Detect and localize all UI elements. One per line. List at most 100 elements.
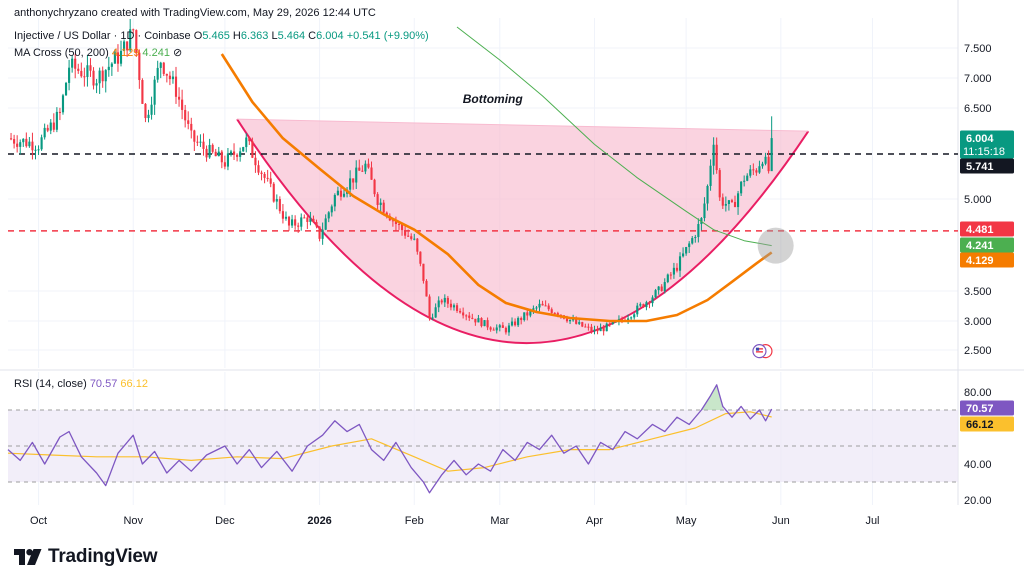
ma200-line <box>456 26 772 247</box>
candle-body <box>425 280 428 297</box>
time-tick-label: Oct <box>30 515 47 527</box>
candle-body <box>68 67 71 83</box>
candle-body <box>749 169 752 176</box>
candle-body <box>144 103 147 119</box>
candle-body <box>480 318 483 327</box>
candle-body <box>718 170 721 198</box>
candle-body <box>184 109 187 121</box>
time-tick-label: Jun <box>772 515 790 527</box>
candle-body <box>709 165 712 186</box>
time-tick-label: Mar <box>490 515 509 527</box>
price-badge-level-1-bg <box>960 158 1014 174</box>
candle-body <box>724 204 727 206</box>
annotation-bottoming: Bottoming <box>463 92 524 106</box>
candle-body <box>706 185 709 204</box>
candle-body <box>669 274 672 276</box>
candle-body <box>22 138 25 143</box>
candle-body <box>498 325 501 328</box>
candle-body <box>153 79 156 105</box>
candle-body <box>327 212 330 219</box>
candle-body <box>535 307 538 309</box>
candle-body <box>132 29 135 31</box>
candle-body <box>174 76 178 97</box>
candle-body <box>287 216 291 226</box>
candle-body <box>712 144 715 166</box>
candle-body <box>217 151 220 157</box>
candle-body <box>446 297 449 304</box>
candle-body <box>544 305 547 307</box>
candle-body <box>309 218 312 222</box>
candle-body <box>593 329 596 332</box>
candle-body <box>462 312 465 316</box>
candle-body <box>43 127 46 138</box>
candle-body <box>187 120 190 124</box>
rsi-tick-label: 80.00 <box>964 387 992 399</box>
candle-body <box>373 179 376 195</box>
candle-body <box>129 29 132 51</box>
candle-body <box>236 154 239 157</box>
eye-off-icon[interactable]: ⊘ <box>173 47 183 59</box>
rsi-line <box>7 384 773 494</box>
candle-body <box>630 317 633 319</box>
candle-body <box>220 151 223 163</box>
candle-body <box>663 282 666 292</box>
candle-body <box>257 165 260 173</box>
candle-body <box>306 217 309 222</box>
axes: 7.500 7.000 6.500 5.000 3.500 3.000 2.500 80.00… <box>30 43 992 527</box>
ma-cross-legend[interactable]: MA Cross (50, 200) 4.129 4.241 ⊘ <box>14 46 182 59</box>
candle-body <box>171 76 175 80</box>
candle-body <box>455 305 459 311</box>
candle-body <box>83 76 86 78</box>
candle-body <box>449 303 452 308</box>
rsi-overbought-fill <box>701 384 723 410</box>
candle-body <box>13 139 16 144</box>
candle-body <box>254 157 257 166</box>
candle-body <box>352 178 355 183</box>
candle-body <box>538 303 541 308</box>
candle-body <box>547 305 550 310</box>
candle-body <box>162 62 165 74</box>
price-tick-label: 5.000 <box>964 194 992 206</box>
candle-body <box>34 149 37 151</box>
candle-body <box>697 224 700 238</box>
candle-body <box>16 143 19 147</box>
cup-pattern: Bottoming <box>236 92 810 345</box>
candle-body <box>721 197 724 206</box>
rsi-pane <box>7 384 958 494</box>
candle-body <box>575 319 578 324</box>
candle-body <box>404 230 407 236</box>
candle-body <box>116 52 120 64</box>
candle-body <box>260 172 263 174</box>
candlestick-series <box>9 18 773 336</box>
event-marker-stripe <box>755 348 763 350</box>
candle-body <box>89 65 92 71</box>
candle-body <box>248 137 251 142</box>
ma50-line <box>220 53 773 323</box>
candle-body <box>37 149 40 151</box>
candle-body <box>379 202 382 205</box>
candle-body <box>443 297 446 303</box>
candle-body <box>58 111 61 113</box>
rsi-legend[interactable]: RSI (14, close) 70.57 66.12 <box>14 378 148 390</box>
candle-body <box>422 263 425 281</box>
candle-body <box>135 30 138 53</box>
price-tick-label: 3.500 <box>964 286 992 298</box>
candle-body <box>40 137 43 150</box>
candle-body <box>272 183 275 202</box>
candle-body <box>645 302 648 308</box>
candle-body <box>349 178 352 190</box>
candle-body <box>358 167 361 171</box>
candle-body <box>385 212 388 216</box>
candle-body <box>147 114 150 119</box>
candle-body <box>177 96 181 100</box>
candle-body <box>703 203 706 219</box>
ohlc-close: 6.004 <box>316 30 344 42</box>
candle-body <box>269 178 272 184</box>
tradingview-logo[interactable]: TradingView <box>14 546 158 568</box>
candle-body <box>501 325 504 328</box>
price-badge-ma50: 4.129 <box>966 255 994 267</box>
rsi-tick-label: 40.00 <box>964 459 992 471</box>
candle-body <box>284 216 288 219</box>
candle-body <box>648 302 651 304</box>
